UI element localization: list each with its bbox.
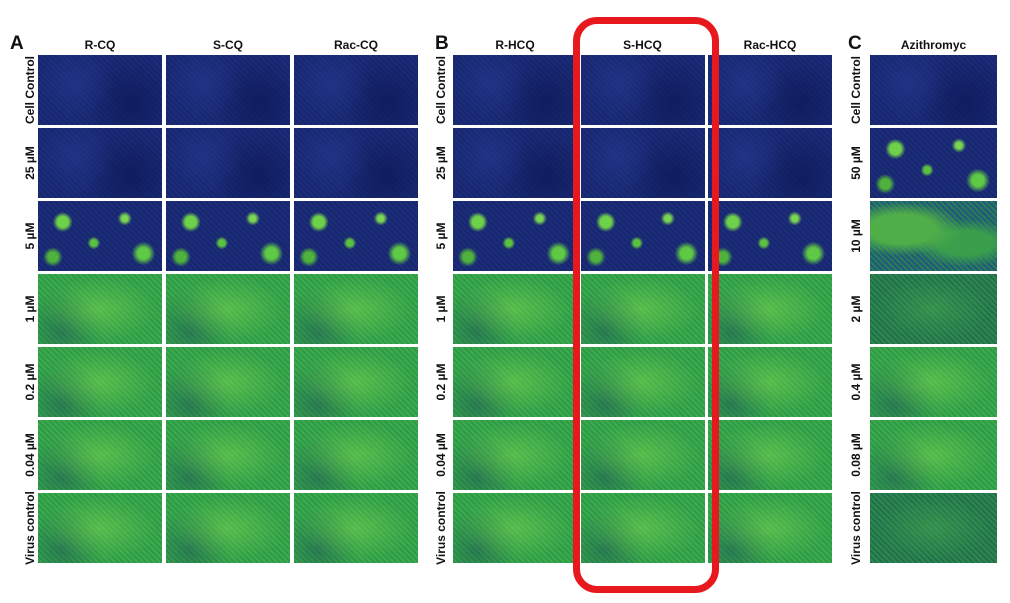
- row-label: 1 µM: [434, 295, 448, 323]
- column-header: R-CQ: [84, 38, 116, 52]
- panel-label: A: [10, 33, 24, 54]
- row-label: 0.4 µM: [849, 363, 863, 401]
- row-label: 5 µM: [23, 222, 37, 250]
- row-label: 0.08 µM: [849, 433, 863, 477]
- micrograph-tile: [453, 55, 577, 125]
- micrograph-tile: [453, 274, 577, 344]
- micrograph-tile: [870, 201, 997, 271]
- micrograph-tile: [166, 420, 290, 490]
- micrograph-tile: [38, 420, 162, 490]
- panel-label: B: [435, 33, 449, 54]
- row-label: 0.2 µM: [23, 363, 37, 401]
- micrograph-tile: [580, 274, 705, 344]
- row-label: 2 µM: [849, 295, 863, 323]
- column-header: Rac-CQ: [333, 38, 378, 52]
- panel-label: C: [848, 33, 862, 54]
- micrograph-tile: [38, 274, 162, 344]
- micrograph-tile: [870, 55, 997, 125]
- row-label: Cell Control: [434, 56, 448, 124]
- micrograph-tile: [166, 201, 290, 271]
- row-label: 0.04 µM: [23, 433, 37, 477]
- row-label: Virus control: [849, 491, 863, 565]
- micrograph-tile: [708, 420, 832, 490]
- micrograph-tile: [166, 55, 290, 125]
- micrograph-tile: [38, 55, 162, 125]
- micrograph-tile: [580, 128, 705, 198]
- column-header: Rac-HCQ: [743, 38, 797, 52]
- row-label: Virus control: [23, 491, 37, 565]
- micrograph-tile: [453, 201, 577, 271]
- micrograph-tile: [166, 347, 290, 417]
- micrograph-tile: [38, 347, 162, 417]
- column-header: R-HCQ: [495, 38, 535, 52]
- highlight-box: [573, 17, 719, 593]
- row-label: 5 µM: [434, 222, 448, 250]
- micrograph-tile: [580, 201, 705, 271]
- micrograph-tile: [870, 128, 997, 198]
- column-header: S-CQ: [213, 38, 243, 52]
- micrograph-tile: [870, 420, 997, 490]
- micrograph-tile: [166, 128, 290, 198]
- micrograph-tile: [870, 493, 997, 563]
- micrograph-tile: [870, 347, 997, 417]
- row-label: 1 µM: [23, 295, 37, 323]
- column-header: Azithromyc: [900, 38, 967, 52]
- micrograph-tile: [708, 55, 832, 125]
- micrograph-tile: [580, 493, 705, 563]
- row-label: 50 µM: [849, 146, 863, 180]
- row-label: 25 µM: [23, 146, 37, 180]
- micrograph-tile: [580, 55, 705, 125]
- micrograph-tile: [708, 128, 832, 198]
- row-label: Virus control: [434, 491, 448, 565]
- row-label: 25 µM: [434, 146, 448, 180]
- micrograph-tile: [870, 274, 997, 344]
- micrograph-tile: [708, 201, 832, 271]
- micrograph-tile: [453, 347, 577, 417]
- micrograph-tile: [294, 493, 418, 563]
- micrograph-tile: [294, 420, 418, 490]
- micrograph-tile: [294, 274, 418, 344]
- micrograph-tile: [708, 274, 832, 344]
- micrograph-tile: [294, 128, 418, 198]
- micrograph-tile: [453, 493, 577, 563]
- row-label: 0.04 µM: [434, 433, 448, 477]
- micrograph-tile: [38, 493, 162, 563]
- row-label: Cell Control: [23, 56, 37, 124]
- micrograph-tile: [294, 201, 418, 271]
- micrograph-tile: [580, 347, 705, 417]
- micrograph-tile: [166, 274, 290, 344]
- row-label: 0.2 µM: [434, 363, 448, 401]
- micrograph-tile: [38, 201, 162, 271]
- row-label: 10 µM: [849, 219, 863, 253]
- column-header: S-HCQ: [623, 38, 662, 52]
- micrograph-tile: [294, 55, 418, 125]
- micrograph-tile: [294, 347, 418, 417]
- row-label: Cell Control: [849, 56, 863, 124]
- micrograph-tile: [453, 420, 577, 490]
- micrograph-tile: [708, 347, 832, 417]
- micrograph-tile: [708, 493, 832, 563]
- micrograph-tile: [38, 128, 162, 198]
- micrograph-tile: [166, 493, 290, 563]
- micrograph-tile: [453, 128, 577, 198]
- micrograph-tile: [580, 420, 705, 490]
